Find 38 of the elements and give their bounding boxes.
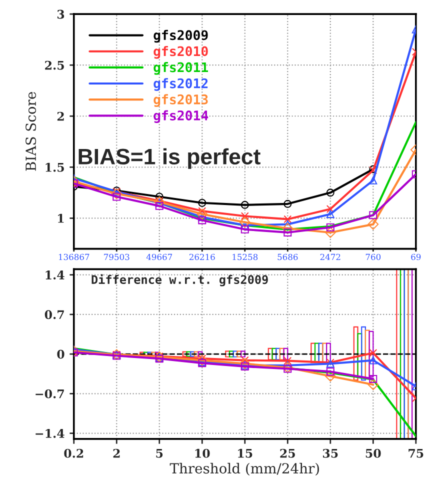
- y-tick-label: −0.7: [36, 389, 64, 398]
- x-tick-label: 136867: [58, 254, 90, 260]
- x-tick-label: 75: [408, 449, 424, 458]
- legend-label: gfs2011: [154, 62, 208, 75]
- x-tick-label: 69: [411, 254, 421, 260]
- x-tick-label: 79503: [104, 254, 130, 260]
- legend-label: gfs2009: [154, 30, 208, 43]
- x-axis-title: Threshold (mm/24hr): [170, 462, 319, 476]
- y-axis-title: BIAS Score: [26, 92, 36, 171]
- x-tick-label: 49667: [146, 254, 172, 260]
- y-tick-label: 0.7: [44, 310, 64, 320]
- x-tick-label: 2472: [320, 254, 340, 260]
- y-tick-label: 1.5: [46, 162, 64, 172]
- legend-label: gfs2014: [154, 110, 208, 123]
- legend-label: gfs2012: [154, 78, 208, 91]
- y-tick-label: 2.5: [45, 60, 64, 70]
- legend-label: gfs2013: [154, 94, 208, 107]
- x-tick-label: 2: [113, 448, 120, 458]
- y-tick-label: 1: [58, 214, 64, 223]
- y-tick-label: −1.4: [36, 428, 64, 438]
- x-tick-label: 760: [366, 254, 381, 260]
- y-tick-label: 0: [57, 350, 64, 359]
- y-tick-label: 2: [57, 112, 64, 121]
- x-tick-label: 15258: [232, 254, 258, 260]
- x-tick-label: 0.2: [64, 448, 84, 458]
- legend-label: gfs2010: [154, 46, 208, 59]
- x-tick-label: 25: [280, 448, 295, 458]
- x-tick-label: 5686: [278, 254, 298, 260]
- y-tick-label: 3: [57, 10, 64, 19]
- x-tick-label: 26216: [189, 254, 215, 260]
- x-tick-label: 10: [195, 448, 210, 458]
- annotation: Difference w.r.t. gfs2009: [92, 274, 268, 286]
- annotation: BIAS=1 is perfect: [78, 148, 260, 169]
- x-tick-label: 5: [156, 449, 163, 458]
- x-tick-label: 35: [323, 448, 338, 458]
- x-tick-label: 15: [238, 448, 252, 458]
- x-tick-label: 50: [366, 448, 381, 458]
- y-tick-label: 1.4: [46, 270, 64, 280]
